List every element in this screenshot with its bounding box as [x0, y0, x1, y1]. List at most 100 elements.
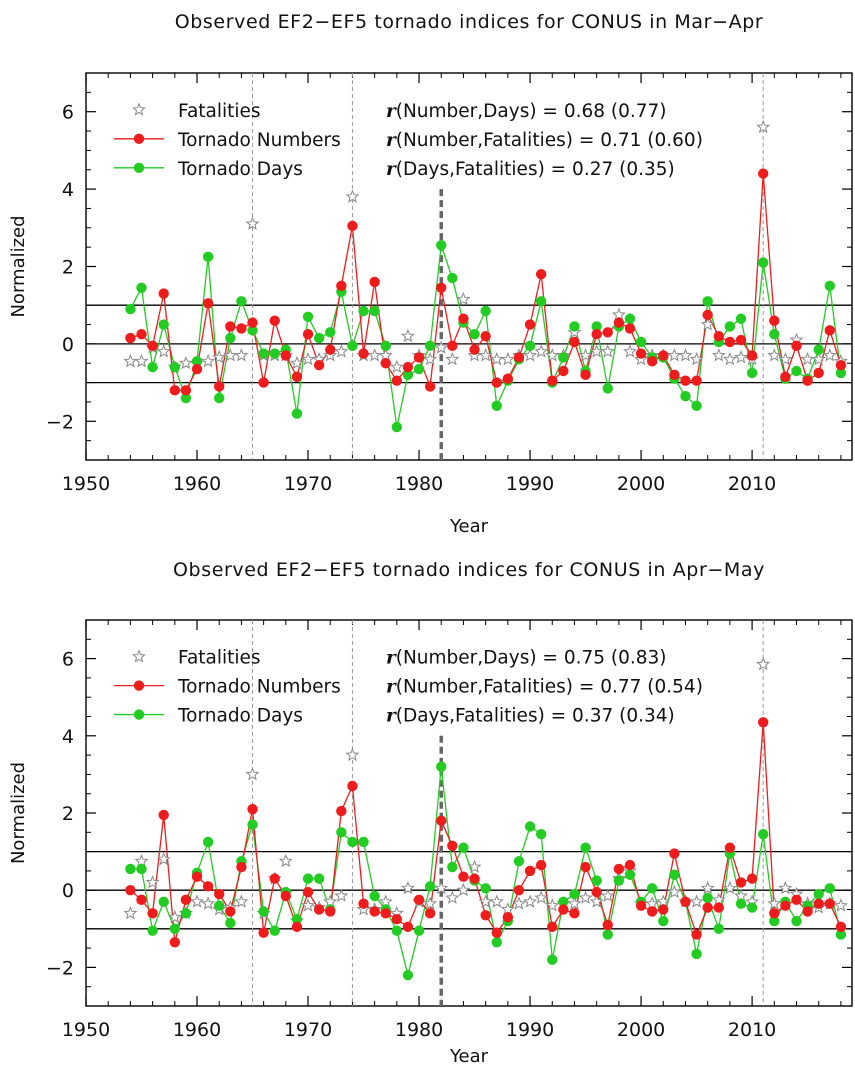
numbers-marker	[136, 329, 147, 340]
fatalities-marker	[689, 894, 704, 908]
y-axis-label: Normalized	[8, 215, 29, 317]
numbers-marker	[735, 877, 747, 888]
numbers-marker	[169, 937, 181, 948]
fatalities-marker	[722, 352, 737, 366]
days-marker	[835, 367, 847, 379]
fatalities-marker	[722, 880, 737, 895]
days-marker	[424, 881, 436, 892]
numbers-marker	[691, 375, 702, 386]
numbers-marker	[447, 340, 458, 352]
fatalities-marker	[523, 348, 538, 362]
numbers-marker	[313, 904, 325, 915]
days-marker	[513, 856, 525, 867]
numbers-marker	[602, 919, 613, 931]
numbers-marker	[302, 329, 314, 340]
correlation-text: (Days,Fatalities) = 0.27 (0.35)	[396, 159, 675, 180]
numbers-marker	[336, 805, 347, 817]
days-marker	[547, 954, 558, 965]
numbers-marker	[391, 913, 403, 925]
days-marker	[580, 842, 591, 853]
correlation-annotation: r(Number,Days) = 0.75 (0.83)	[386, 648, 667, 669]
numbers-marker	[769, 908, 780, 919]
x-tick-label: 2000	[617, 473, 665, 495]
numbers-marker	[358, 348, 369, 359]
fatalities-marker	[800, 352, 815, 366]
numbers-marker	[547, 921, 558, 933]
numbers-marker	[713, 902, 724, 913]
days-marker	[291, 408, 303, 419]
fatalities-marker	[600, 344, 615, 358]
fatalities-marker	[400, 328, 415, 343]
days-marker	[735, 898, 747, 909]
days-marker	[258, 906, 269, 917]
x-tick-label: 1990	[506, 473, 554, 495]
numbers-marker	[413, 352, 425, 363]
days-marker	[702, 892, 713, 904]
numbers-marker	[502, 912, 514, 923]
days-marker	[613, 875, 625, 886]
days-marker	[746, 902, 758, 913]
numbers-marker	[214, 381, 225, 392]
numbers-marker	[558, 904, 569, 915]
numbers-marker	[646, 906, 658, 917]
days-marker	[313, 873, 325, 884]
x-tick-label: 1950	[62, 1019, 110, 1041]
numbers-marker	[791, 340, 802, 352]
numbers-marker	[424, 908, 436, 919]
legend-label-fatalities: Fatalities	[178, 101, 261, 122]
fatalities-marker	[145, 875, 160, 889]
x-tick-label: 1960	[173, 1019, 221, 1041]
days-marker	[436, 240, 447, 251]
correlation-annotation: r(Number,Days) = 0.68 (0.77)	[386, 101, 667, 122]
days-marker	[158, 319, 169, 330]
days-marker	[358, 305, 369, 317]
numbers-marker	[702, 902, 713, 913]
days-marker	[591, 321, 602, 332]
numbers-marker	[447, 840, 458, 852]
y-tick-label: −2	[46, 411, 74, 433]
numbers-marker	[613, 317, 625, 328]
series-line	[130, 766, 842, 976]
numbers-marker	[491, 927, 502, 938]
fatalities-marker	[167, 909, 182, 924]
fatalities-marker	[123, 353, 138, 368]
days-marker	[746, 367, 758, 379]
fatalities-marker	[623, 344, 638, 358]
numbers-marker	[669, 369, 680, 381]
numbers-marker	[658, 904, 669, 915]
numbers-marker	[502, 373, 514, 384]
days-marker	[225, 917, 236, 929]
days-marker	[313, 332, 325, 344]
fatalities-marker	[234, 894, 249, 908]
days-marker	[569, 888, 580, 900]
days-marker	[458, 842, 469, 853]
y-tick-label: −2	[46, 957, 74, 979]
numbers-marker	[591, 329, 602, 340]
numbers-marker	[169, 385, 181, 396]
fatalities-marker	[833, 898, 848, 912]
fatalities-marker	[367, 348, 382, 362]
numbers-marker	[702, 309, 713, 321]
days-marker	[791, 915, 802, 927]
correlation-symbol: r	[386, 130, 397, 151]
days-marker	[391, 421, 403, 433]
days-marker	[491, 400, 502, 412]
numbers-marker	[325, 906, 336, 917]
legend-label-numbers: Tornado Numbers	[177, 130, 341, 151]
fatalities-marker	[634, 352, 649, 366]
legend-numbers-marker	[133, 133, 145, 144]
numbers-marker	[635, 900, 647, 911]
fatalities-marker	[156, 344, 171, 358]
days-marker	[447, 861, 458, 873]
correlation-symbol: r	[386, 648, 397, 669]
days-marker	[302, 311, 314, 323]
fatalities-marker	[400, 880, 415, 895]
numbers-marker	[824, 325, 835, 336]
x-tick-label: 1960	[173, 473, 221, 495]
numbers-marker	[458, 313, 469, 324]
days-marker	[602, 929, 613, 940]
correlation-annotation: r(Number,Fatalities) = 0.71 (0.60)	[386, 130, 703, 151]
fatalities-marker	[201, 353, 216, 368]
days-marker	[214, 392, 225, 404]
correlation-text: (Number,Days) = 0.68 (0.77)	[396, 101, 667, 122]
